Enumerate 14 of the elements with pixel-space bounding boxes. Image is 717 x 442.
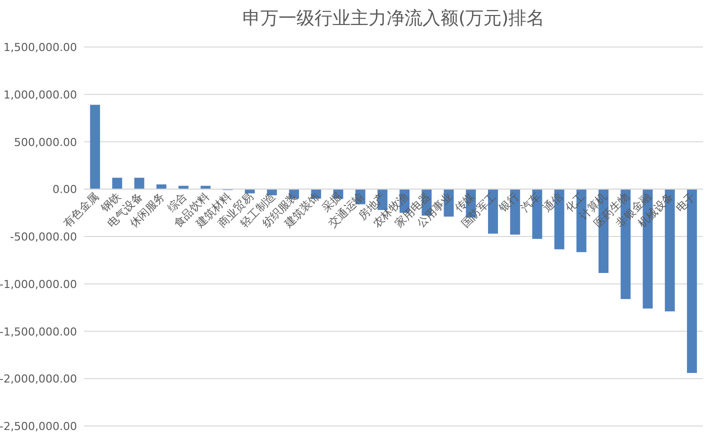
y-tick-label: -2,500,000.00	[0, 420, 77, 433]
x-tick-label: 通信	[540, 190, 566, 215]
y-tick-label: 500,000.00	[14, 136, 77, 149]
y-tick-label: -1,000,000.00	[0, 278, 77, 291]
x-tick-label: 银行	[496, 190, 522, 216]
y-tick-label: 0.00	[52, 183, 77, 196]
y-tick-label: -1,500,000.00	[0, 325, 77, 338]
y-tick-label: 1,500,000.00	[4, 41, 77, 54]
x-tick-label: 电子	[673, 190, 698, 215]
chart-title: 申万一级行业主力净流入额(万元)排名	[242, 8, 545, 29]
y-tick-label: -2,000,000.00	[0, 372, 77, 386]
y-tick-label: 1,000,000.00	[4, 88, 77, 102]
y-tick-label: -500,000.00	[10, 230, 77, 244]
x-tick-label: 汽车	[518, 190, 544, 215]
